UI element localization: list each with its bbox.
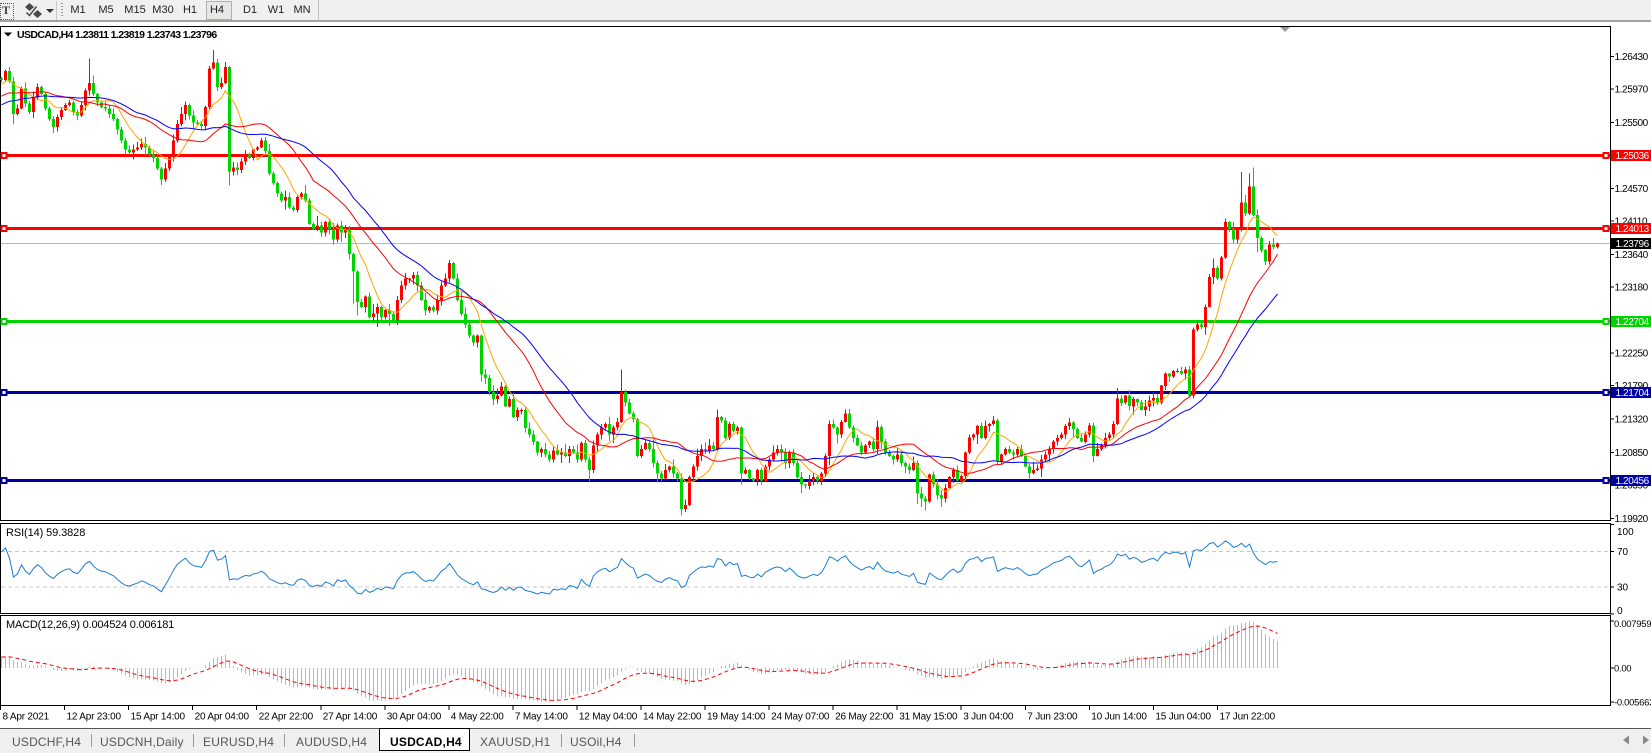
- svg-text:15 Jun 04:00: 15 Jun 04:00: [1155, 712, 1211, 723]
- svg-text:1.22250: 1.22250: [1615, 349, 1649, 360]
- svg-text:USDCAD,H4 1.23811 1.23819 1.2: USDCAD,H4 1.23811 1.23819 1.23743 1.2379…: [17, 29, 217, 41]
- svg-text:1.21320: 1.21320: [1615, 415, 1649, 426]
- svg-text:27 Apr 14:00: 27 Apr 14:00: [323, 712, 378, 723]
- svg-text:8 Apr 2021: 8 Apr 2021: [3, 712, 50, 723]
- svg-text:1.25970: 1.25970: [1615, 85, 1649, 96]
- svg-text:1.24110: 1.24110: [1615, 217, 1648, 228]
- svg-text:26 May 22:00: 26 May 22:00: [835, 712, 894, 723]
- svg-text:1.19920: 1.19920: [1615, 514, 1649, 525]
- svg-text:24 May 07:00: 24 May 07:00: [771, 712, 830, 723]
- svg-text:30: 30: [1617, 583, 1629, 594]
- svg-text:1.25500: 1.25500: [1615, 118, 1649, 129]
- svg-text:1.20850: 1.20850: [1615, 448, 1649, 459]
- svg-text:31 May 15:00: 31 May 15:00: [899, 712, 958, 723]
- svg-text:15 Apr 14:00: 15 Apr 14:00: [131, 712, 186, 723]
- svg-text:17 Jun 22:00: 17 Jun 22:00: [1220, 712, 1276, 723]
- svg-text:1.23796: 1.23796: [1616, 239, 1650, 250]
- svg-text:20 Apr 04:00: 20 Apr 04:00: [195, 712, 250, 723]
- svg-text:100: 100: [1617, 527, 1634, 538]
- svg-text:RSI(14) 59.3828: RSI(14) 59.3828: [6, 527, 85, 539]
- svg-text:1.21704: 1.21704: [1616, 388, 1650, 399]
- svg-text:1.23180: 1.23180: [1615, 283, 1649, 294]
- svg-text:1.25036: 1.25036: [1616, 151, 1650, 162]
- svg-text:70: 70: [1617, 547, 1629, 558]
- svg-text:1.22704: 1.22704: [1616, 317, 1650, 328]
- svg-text:12 Apr 23:00: 12 Apr 23:00: [67, 712, 122, 723]
- svg-text:1.24013: 1.24013: [1616, 224, 1650, 235]
- svg-text:10 Jun 14:00: 10 Jun 14:00: [1091, 712, 1147, 723]
- svg-text:19 May 14:00: 19 May 14:00: [707, 712, 766, 723]
- svg-text:3 Jun 04:00: 3 Jun 04:00: [963, 712, 1014, 723]
- svg-text:7 May 14:00: 7 May 14:00: [515, 712, 568, 723]
- svg-text:22 Apr 22:00: 22 Apr 22:00: [259, 712, 314, 723]
- svg-text:7 Jun 23:00: 7 Jun 23:00: [1027, 712, 1078, 723]
- svg-text:1.21790: 1.21790: [1615, 381, 1649, 392]
- svg-text:-0.005663: -0.005663: [1614, 698, 1651, 709]
- svg-text:14 May 22:00: 14 May 22:00: [643, 712, 702, 723]
- svg-text:4 May 22:00: 4 May 22:00: [451, 712, 504, 723]
- svg-text:0: 0: [1617, 606, 1623, 617]
- svg-text:1.20456: 1.20456: [1616, 476, 1650, 487]
- svg-text:1.26430: 1.26430: [1615, 52, 1649, 63]
- svg-text:0.00: 0.00: [1614, 664, 1631, 675]
- svg-text:30 Apr 04:00: 30 Apr 04:00: [387, 712, 442, 723]
- svg-text:1.23640: 1.23640: [1615, 250, 1649, 261]
- svg-text:MACD(12,26,9) 0.004524 0.00618: MACD(12,26,9) 0.004524 0.006181: [6, 619, 174, 631]
- svg-text:12 May 04:00: 12 May 04:00: [579, 712, 638, 723]
- svg-text:0.007959: 0.007959: [1614, 619, 1651, 630]
- svg-text:1.24570: 1.24570: [1615, 184, 1649, 195]
